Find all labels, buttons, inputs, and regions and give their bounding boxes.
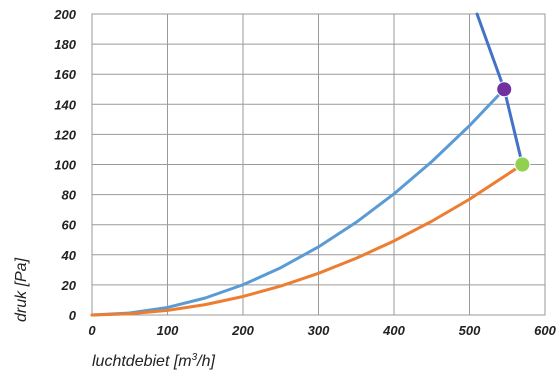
operating-point-marker-1 [514,156,531,173]
marker-layer [496,81,531,173]
y-tick-label: 0 [69,308,77,323]
x-tick-label: 0 [88,323,96,338]
y-tick-label: 20 [61,278,77,293]
x-tick-label: 400 [382,323,405,338]
y-tick-label: 40 [61,248,77,263]
x-tick-label: 600 [534,323,556,338]
tick-labels: 0 100 200 300 400 500 600 0 20 40 60 80 100 120 140 160… [53,7,556,338]
y-tick-label: 120 [54,127,76,142]
y-tick-label: 160 [54,67,76,82]
x-tick-label: 300 [308,323,330,338]
x-tick-label: 100 [157,323,179,338]
y-tick-label: 100 [54,158,76,173]
operating-point-marker-0 [496,81,513,98]
y-axis-label: druk [Pa] [13,257,30,322]
grid [91,13,546,316]
x-tick-label: 500 [459,323,481,338]
y-tick-label: 80 [62,188,77,203]
y-tick-label: 200 [53,7,76,22]
series-line-1 [90,163,524,317]
x-tick-label: 200 [231,323,254,338]
series-line-0 [90,87,506,317]
y-tick-label: 60 [62,218,77,233]
y-tick-label: 180 [54,37,76,52]
plot-frame [91,13,546,316]
x-axis-label: luchtdebiet [m3/h] [92,352,216,370]
y-tick-label: 140 [54,97,76,112]
